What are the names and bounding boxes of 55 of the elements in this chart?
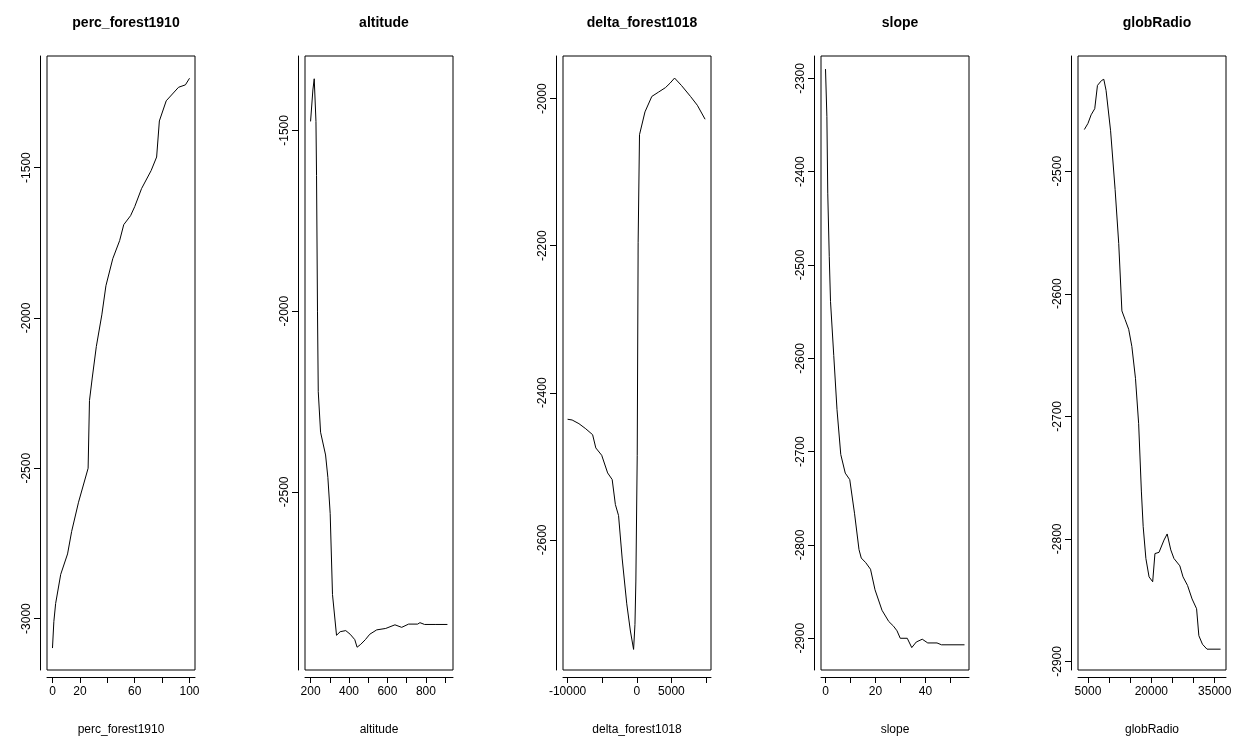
y-tick-label: -2600 <box>793 342 807 374</box>
y-tick-label: -2900 <box>793 622 807 654</box>
x-tick-label: 0 <box>633 684 641 698</box>
x-tick-label: 400 <box>339 684 360 698</box>
y-tick-label: -2800 <box>1050 523 1064 555</box>
x-axis-title: delta_forest1018 <box>592 722 683 736</box>
x-tick-label: 5000 <box>658 684 686 698</box>
y-tick-label: -2400 <box>793 156 807 188</box>
x-tick-label: 5000 <box>1074 684 1102 698</box>
chart-title: perc_forest1910 <box>72 14 180 30</box>
y-tick-label: -2000 <box>19 302 33 334</box>
y-tick-label: -2000 <box>277 295 291 327</box>
y-tick-label: -2300 <box>793 62 807 94</box>
y-tick-label: -2500 <box>793 249 807 281</box>
x-axis-title: altitude <box>359 722 399 736</box>
x-tick-label: 35000 <box>1198 684 1232 698</box>
y-tick-label: -2500 <box>19 452 33 484</box>
line-series <box>1083 78 1222 650</box>
y-tick-label: -1500 <box>19 151 33 183</box>
x-tick-label: 20000 <box>1134 684 1169 698</box>
x-tick-label: 200 <box>300 684 321 698</box>
y-tick-label: -2200 <box>535 230 549 262</box>
y-tick-label: -2900 <box>1050 645 1064 677</box>
x-tick-label: -10000 <box>548 684 587 698</box>
y-tick-label: -2500 <box>277 476 291 508</box>
line-series <box>567 77 706 650</box>
x-tick-label: 0 <box>822 684 830 698</box>
chart-title: slope <box>881 14 919 30</box>
x-axis-title: globRadio <box>1124 722 1180 736</box>
y-tick-label: -2800 <box>793 529 807 561</box>
chart-title: altitude <box>359 14 410 30</box>
x-axis-title: perc_forest1910 <box>77 722 165 736</box>
x-tick-label: 20 <box>868 684 883 698</box>
line-series <box>51 77 191 649</box>
x-tick-label: 20 <box>73 684 87 698</box>
y-tick-label: -2600 <box>1050 278 1064 310</box>
x-tick-label: 60 <box>128 684 142 698</box>
y-tick-label: -2700 <box>793 435 807 467</box>
y-tick-label: -2600 <box>535 524 549 556</box>
y-tick-label: -2700 <box>1050 400 1064 432</box>
chart-title: globRadio <box>1122 14 1192 30</box>
y-tick-label: -1500 <box>277 114 291 146</box>
line-series <box>310 78 448 648</box>
x-tick-label: 0 <box>49 684 57 698</box>
x-tick-label: 600 <box>377 684 398 698</box>
y-tick-label: -2400 <box>535 377 549 409</box>
x-axis-title: slope <box>880 722 910 736</box>
line-series <box>825 68 965 649</box>
y-tick-label: -3000 <box>19 602 33 634</box>
x-tick-label: 800 <box>415 684 437 698</box>
y-tick-label: -2000 <box>535 82 549 114</box>
x-tick-label: 100 <box>179 684 200 698</box>
x-tick-label: 40 <box>918 684 933 698</box>
chart-title: delta_forest1018 <box>586 14 698 30</box>
y-tick-label: -2500 <box>1050 155 1064 187</box>
